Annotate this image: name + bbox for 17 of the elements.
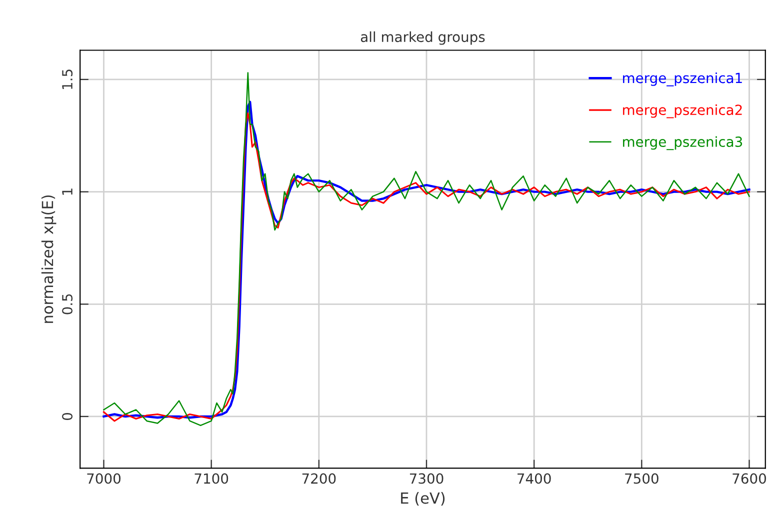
x-tick-label: 7000 bbox=[87, 473, 120, 484]
x-tick-label: 7300 bbox=[410, 473, 444, 484]
y-tick-label: 1.5 bbox=[62, 70, 73, 89]
y-axis-title: normalized xμ(E) bbox=[41, 195, 56, 323]
x-tick-label: 7200 bbox=[302, 473, 336, 484]
legend-label: merge_pszenica3 bbox=[623, 136, 742, 150]
x-tick-label: 7400 bbox=[518, 473, 551, 484]
y-tick-label: 0 bbox=[62, 412, 73, 420]
x-axis-title: E (eV) bbox=[401, 492, 445, 506]
x-tick-label: 7500 bbox=[625, 473, 658, 484]
y-tick-label: 1 bbox=[62, 188, 72, 195]
legend-label: merge_pszenica2 bbox=[623, 104, 742, 118]
x-tick-label: 7100 bbox=[194, 473, 228, 484]
x-tick-label: 7600 bbox=[732, 473, 766, 484]
y-tick-label: 0.5 bbox=[62, 294, 73, 314]
chart-title: all marked groups bbox=[360, 31, 485, 45]
legend-label: merge_pszenica1 bbox=[623, 72, 742, 86]
